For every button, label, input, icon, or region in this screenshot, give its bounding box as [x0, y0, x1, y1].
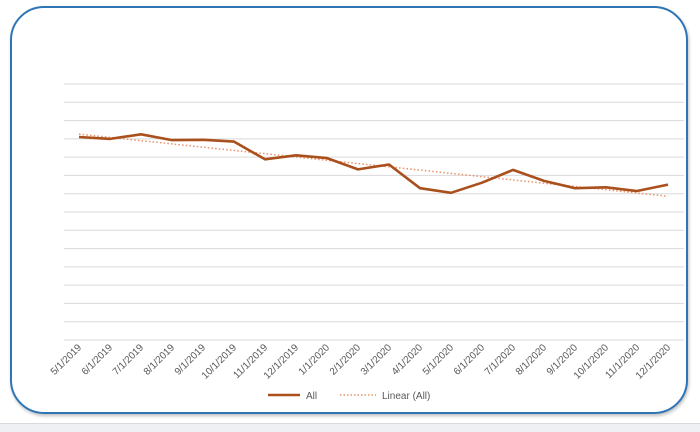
bottom-strip	[0, 423, 700, 432]
x-tick-labels: 5/1/20196/1/20197/1/20198/1/20199/1/2019…	[49, 342, 674, 382]
x-tick-label: 5/1/2019	[49, 342, 85, 378]
series-line-all	[78, 133, 669, 195]
series-group	[78, 133, 669, 195]
x-tick-label: 4/1/2020	[390, 342, 426, 378]
legend-label-linear: Linear (All)	[382, 391, 430, 402]
x-tick-label: 6/1/2020	[452, 342, 488, 378]
x-tick-label: 8/1/2020	[514, 342, 550, 378]
x-tick-label: 8/1/2019	[142, 342, 178, 378]
gridlines	[64, 83, 684, 341]
x-tick-label: 5/1/2020	[421, 342, 457, 378]
legend-label-all: All	[306, 391, 317, 402]
x-tick-label: 2/1/2020	[328, 342, 364, 378]
x-tick-label: 7/1/2019	[111, 342, 147, 378]
x-tick-label: 3/1/2020	[359, 342, 395, 378]
x-tick-label: 1/1/2020	[297, 342, 333, 378]
x-tick-label: 7/1/2020	[483, 342, 519, 378]
x-tick-label: 6/1/2019	[80, 342, 116, 378]
legend: All Linear (All)	[268, 391, 430, 402]
chart-frame	[10, 6, 688, 414]
